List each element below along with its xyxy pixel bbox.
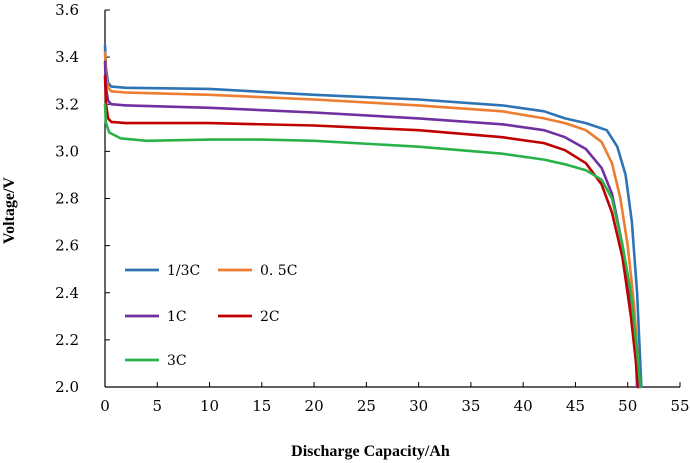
x-tick-label: 0: [100, 397, 110, 415]
series-line-3c: [103, 102, 642, 389]
x-tick-label: 30: [409, 397, 428, 415]
legend-label: 1C: [167, 309, 187, 325]
x-tick-label: 25: [357, 397, 376, 415]
legend-label: 3C: [167, 353, 187, 369]
legend-item: 1/3C: [125, 263, 200, 279]
x-tick-label: 15: [252, 397, 271, 415]
legend: 1/3C 0. 5C 1C 2C 3C: [125, 263, 297, 369]
x-tick-label: 40: [514, 397, 533, 415]
x-tick-label: 50: [618, 397, 637, 415]
x-tick-label: 20: [305, 397, 324, 415]
series-line-0-5c: [103, 51, 641, 389]
plot-area: 0 5 10 15 20 25 30 35 40 45 50 55 2.0 2.2 2.4 2.6 2.8 3.…: [55, 1, 689, 415]
y-tick-label: 3.0: [55, 142, 79, 160]
x-tick-label: 10: [200, 397, 219, 415]
legend-label: 1/3C: [167, 263, 200, 279]
y-tick-label: 3.6: [55, 1, 79, 19]
x-ticks: 0 5 10 15 20 25 30 35 40 45 50 55: [100, 382, 690, 415]
legend-label: 0. 5C: [260, 263, 297, 279]
x-axis-title: Discharge Capacity/Ah: [291, 443, 450, 460]
y-tick-label: 2.0: [55, 378, 79, 396]
legend-item: 1C: [125, 309, 187, 325]
legend-label: 2C: [260, 309, 280, 325]
x-tick-label: 5: [152, 397, 162, 415]
series-line-2c: [103, 74, 640, 389]
y-tick-label: 3.2: [55, 95, 79, 113]
x-tick-label: 55: [670, 397, 689, 415]
legend-item: 2C: [218, 309, 280, 325]
y-tick-label: 2.8: [55, 190, 79, 208]
legend-item: 0. 5C: [218, 263, 297, 279]
series-line-1c: [103, 60, 639, 389]
y-tick-label: 2.2: [55, 331, 79, 349]
y-ticks: 2.0 2.2 2.4 2.6 2.8 3.0 3.2 3.4 3.6: [55, 1, 110, 396]
y-tick-label: 2.6: [55, 237, 79, 255]
legend-item: 3C: [125, 353, 187, 369]
series-lines: [103, 44, 643, 389]
x-tick-label: 35: [461, 397, 480, 415]
y-tick-label: 2.4: [55, 284, 79, 302]
y-tick-label: 3.4: [55, 48, 79, 66]
x-tick-label: 45: [566, 397, 585, 415]
series-line-1-3c: [103, 44, 643, 389]
y-axis-title: Voltage/V: [1, 177, 18, 244]
